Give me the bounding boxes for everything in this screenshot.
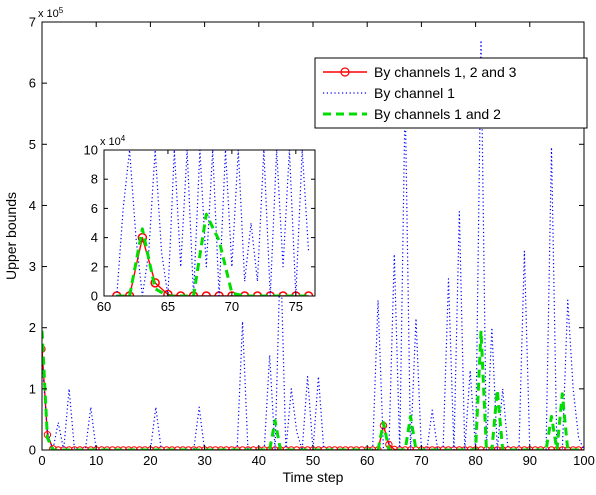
y-tick-label: 4 [91, 230, 98, 245]
y-tick-label: 2 [91, 259, 98, 274]
x-tick-label: 20 [143, 453, 157, 468]
x-tick-label: 75 [289, 299, 303, 314]
x-tick-label: 50 [306, 453, 320, 468]
x-tick-label: 10 [89, 453, 103, 468]
y-tick-label: 5 [29, 137, 36, 152]
y-tick-label: 2 [29, 320, 36, 335]
legend-box [314, 57, 588, 129]
series-point [201, 291, 212, 296]
x-tick-label: 80 [468, 453, 482, 468]
y-multiplier-label: x 104 [100, 134, 126, 148]
x-tick-label: 65 [161, 299, 175, 314]
legend-entry-0: By channels 1, 2 and 3 [374, 64, 517, 80]
series-point [278, 291, 288, 296]
legend-entry-2: By channels 1 and 2 [374, 106, 501, 122]
inset-plot: 60 65 70 75 0 2 4 6 8 10x 104 [84, 134, 316, 314]
y-axis-label: Upper bounds [3, 192, 19, 280]
x-tick-label: 90 [523, 453, 537, 468]
y-tick-label: 0 [29, 443, 36, 458]
x-tick-label: 40 [252, 453, 266, 468]
y-tick-label: 3 [29, 259, 36, 274]
y-tick-label: 0 [91, 289, 98, 304]
y-tick-label: 8 [91, 172, 98, 187]
y-tick-label: 10 [84, 143, 98, 158]
series-line-0 [116, 236, 309, 296]
x-tick-label: 60 [360, 453, 374, 468]
x-tick-label: 70 [225, 299, 239, 314]
series-point [175, 291, 186, 296]
series-point [239, 291, 250, 296]
y-tick-label: 7 [29, 15, 36, 30]
series-point [42, 345, 46, 353]
x-tick-label: 60 [97, 299, 111, 314]
y-tick-label: 4 [29, 198, 36, 213]
x-axis-label: Time step [283, 469, 344, 485]
x-tick-label: 30 [197, 453, 211, 468]
series-point [303, 291, 314, 296]
y-tick-label: 1 [29, 381, 36, 396]
y-tick-label: 6 [29, 76, 36, 91]
x-tick-label: 70 [414, 453, 428, 468]
x-tick-label: 0 [38, 453, 45, 468]
series-point [252, 291, 263, 296]
series-point [150, 278, 160, 288]
series-line-2 [116, 212, 309, 296]
series-point [265, 291, 275, 296]
plot-frame [103, 149, 316, 297]
legend-marker-0 [340, 67, 350, 77]
y-multiplier-label: x 105 [38, 6, 64, 20]
legend: By channels 1, 2 and 3 By channel 1 By cha… [314, 57, 588, 129]
x-tick-label: 100 [573, 453, 595, 468]
legend-entry-1: By channel 1 [374, 85, 455, 101]
y-tick-label: 6 [91, 201, 98, 216]
